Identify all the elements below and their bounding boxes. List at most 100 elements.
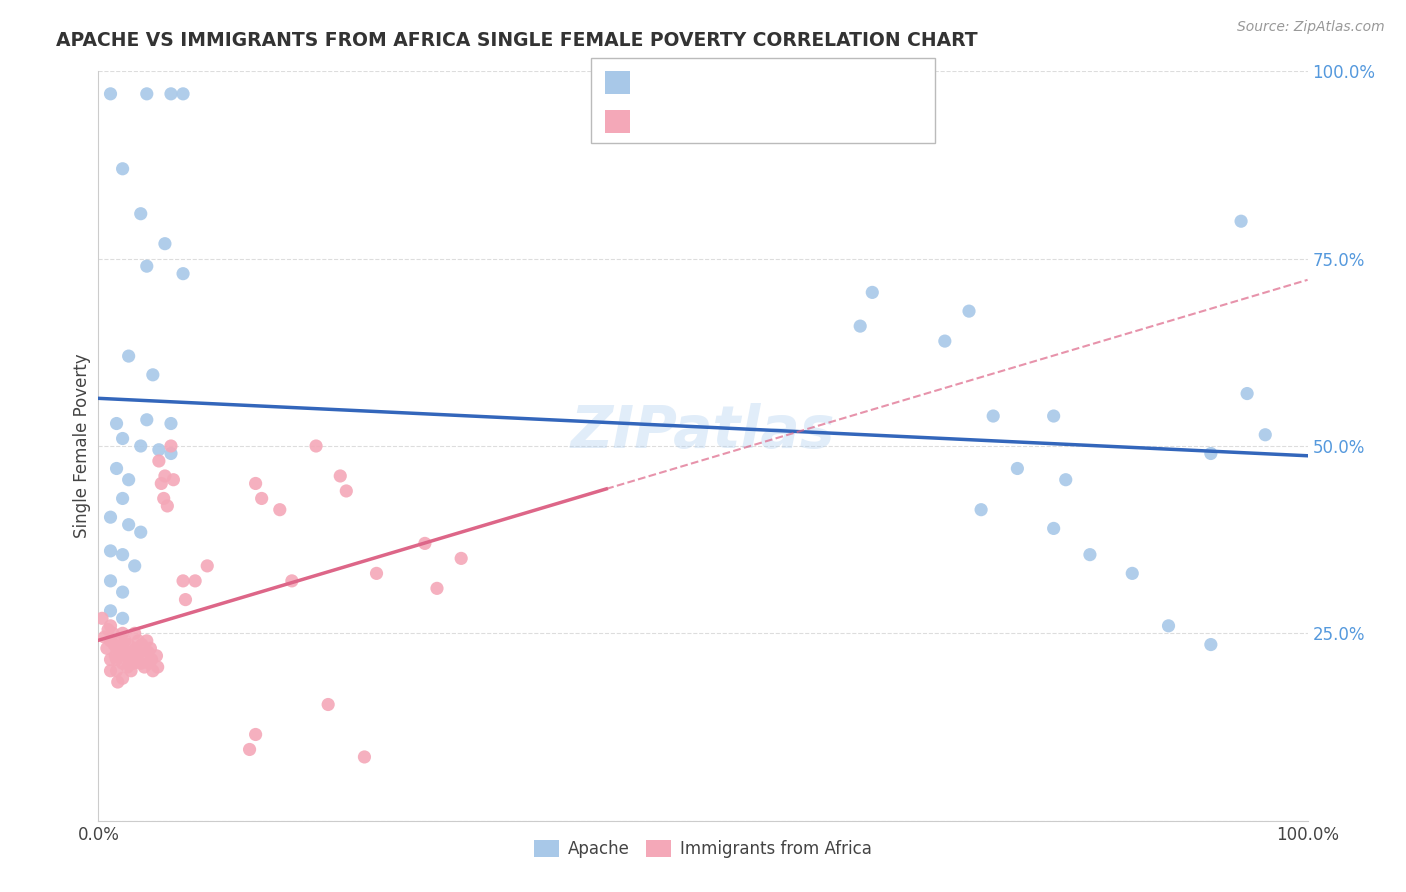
Point — [105, 652, 128, 666]
Text: N = 75: N = 75 — [780, 110, 848, 128]
Point — [174, 592, 197, 607]
Point — [269, 502, 291, 516]
Point — [413, 536, 436, 550]
Text: APACHE VS IMMIGRANTS FROM AFRICA SINGLE FEMALE POVERTY CORRELATION CHART: APACHE VS IMMIGRANTS FROM AFRICA SINGLE … — [56, 31, 977, 50]
Point — [1236, 386, 1258, 401]
Point — [107, 675, 129, 690]
Point — [105, 664, 128, 678]
Point — [172, 87, 194, 101]
Point — [160, 439, 183, 453]
Point — [132, 648, 155, 663]
Point — [245, 727, 267, 741]
Legend: Apache, Immigrants from Africa: Apache, Immigrants from Africa — [527, 833, 879, 864]
Text: R =: R = — [647, 110, 688, 128]
Point — [111, 611, 134, 625]
Point — [1199, 638, 1222, 652]
Point — [124, 626, 146, 640]
Point — [1254, 427, 1277, 442]
Point — [111, 432, 134, 446]
Point — [239, 742, 262, 756]
Point — [1157, 619, 1180, 633]
Point — [100, 619, 122, 633]
Point — [111, 641, 134, 656]
Point — [860, 285, 883, 300]
Point — [122, 657, 145, 671]
Point — [160, 87, 183, 101]
Point — [156, 499, 179, 513]
Point — [111, 491, 134, 506]
Point — [160, 417, 183, 431]
Point — [281, 574, 304, 588]
Point — [136, 645, 159, 659]
Text: -0.048: -0.048 — [703, 70, 768, 87]
Point — [105, 641, 128, 656]
Point — [100, 633, 122, 648]
Point — [1230, 214, 1253, 228]
Point — [111, 626, 134, 640]
Point — [111, 585, 134, 599]
Point — [145, 648, 167, 663]
Y-axis label: Single Female Poverty: Single Female Poverty — [73, 354, 91, 538]
Point — [195, 558, 218, 573]
Point — [129, 439, 152, 453]
Point — [100, 664, 122, 678]
Point — [1121, 566, 1143, 581]
Point — [100, 604, 122, 618]
Point — [245, 476, 267, 491]
Point — [162, 473, 184, 487]
Point — [100, 574, 122, 588]
Point — [100, 87, 122, 101]
Point — [111, 657, 134, 671]
Point — [142, 664, 165, 678]
Point — [114, 633, 136, 648]
Point — [141, 652, 163, 666]
Point — [150, 476, 173, 491]
Point — [353, 750, 375, 764]
Point — [172, 574, 194, 588]
Point — [153, 469, 176, 483]
Point — [134, 660, 156, 674]
Point — [135, 413, 157, 427]
Point — [100, 544, 122, 558]
Point — [108, 633, 131, 648]
Text: Source: ZipAtlas.com: Source: ZipAtlas.com — [1237, 20, 1385, 34]
Point — [981, 409, 1004, 423]
Point — [118, 638, 141, 652]
Point — [118, 517, 141, 532]
Point — [1054, 473, 1077, 487]
Point — [103, 638, 125, 652]
Point — [142, 368, 165, 382]
Point — [305, 439, 328, 453]
Point — [124, 558, 146, 573]
Point — [118, 473, 141, 487]
Text: N = 41: N = 41 — [780, 70, 848, 87]
Point — [957, 304, 980, 318]
Point — [97, 623, 120, 637]
Point — [148, 454, 170, 468]
Point — [131, 638, 153, 652]
Point — [426, 582, 449, 596]
Point — [115, 648, 138, 663]
Point — [1078, 548, 1101, 562]
Point — [366, 566, 388, 581]
Point — [1007, 461, 1029, 475]
Point — [1199, 446, 1222, 460]
Point — [129, 207, 152, 221]
Point — [1042, 409, 1064, 423]
Point — [121, 645, 143, 659]
Point — [111, 671, 134, 685]
Text: ZIPatlas: ZIPatlas — [571, 402, 835, 459]
Point — [184, 574, 207, 588]
Point — [135, 87, 157, 101]
Point — [128, 645, 150, 659]
Point — [934, 334, 956, 348]
Point — [127, 633, 149, 648]
Point — [100, 510, 122, 524]
Point — [152, 491, 174, 506]
Point — [139, 641, 162, 656]
Text: 0.383: 0.383 — [703, 110, 761, 128]
Text: R =: R = — [647, 70, 683, 87]
Point — [335, 483, 357, 498]
Point — [148, 442, 170, 457]
Point — [101, 626, 124, 640]
